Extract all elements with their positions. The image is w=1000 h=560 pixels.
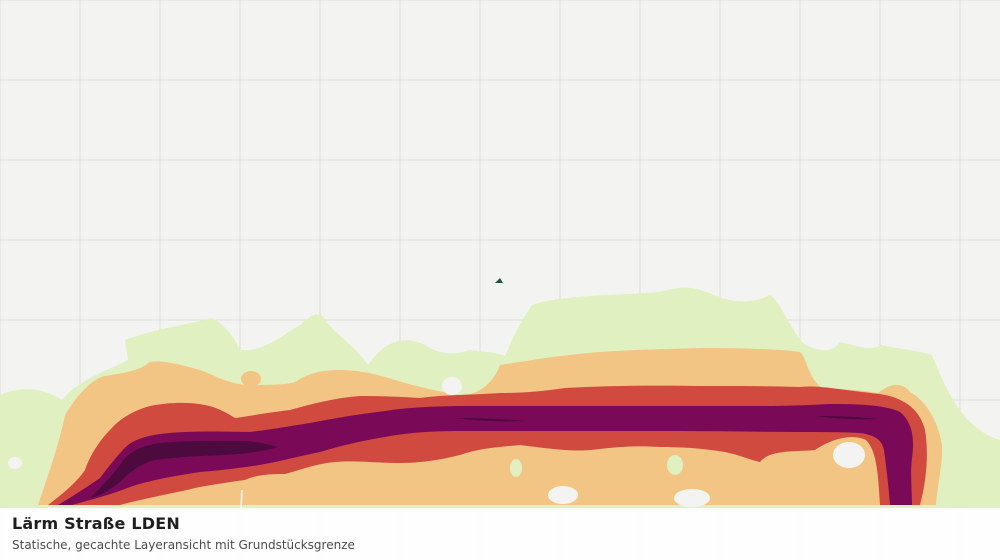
noise-gaps — [8, 371, 996, 507]
gap-6 — [442, 377, 462, 395]
location-marker-icon[interactable] — [495, 278, 503, 283]
gap-4 — [548, 486, 578, 504]
gap-3 — [674, 489, 710, 507]
noise-band-4 — [58, 404, 914, 505]
boundary-line — [240, 489, 243, 511]
layer-title: Lärm Straße LDEN — [12, 514, 180, 533]
gap-7 — [667, 455, 683, 475]
gap-9 — [964, 456, 996, 474]
caption-panel: Lärm Straße LDEN Statische, gecachte Lay… — [0, 508, 1000, 560]
gap-1 — [8, 457, 22, 469]
gap-5 — [241, 371, 261, 387]
layer-subtitle: Statische, gecachte Layeransicht mit Gru… — [12, 538, 355, 552]
gap-8 — [510, 459, 522, 477]
gap-2 — [833, 442, 865, 468]
